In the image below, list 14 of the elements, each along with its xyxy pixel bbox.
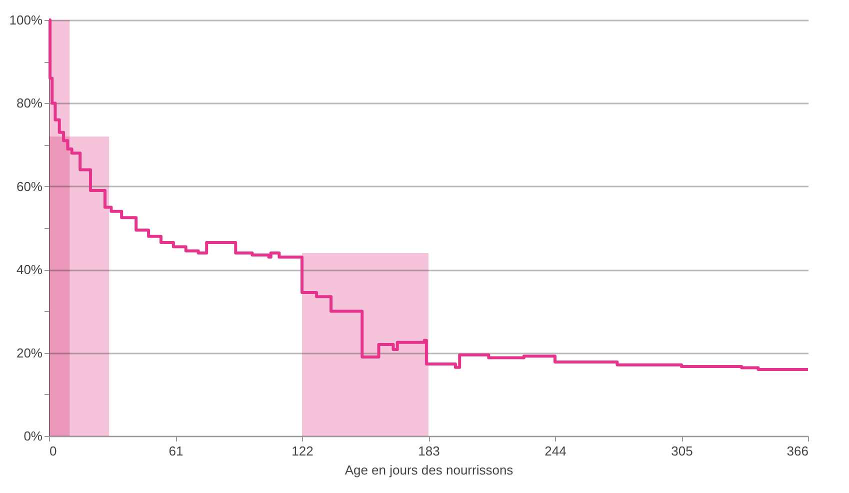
x-tick-label: 122 bbox=[292, 444, 314, 458]
y-tick-label: 40% bbox=[16, 262, 43, 278]
x-tick-label: 0 bbox=[50, 444, 57, 458]
y-tick-label: 0% bbox=[24, 428, 43, 444]
x-tick-label: 305 bbox=[671, 444, 693, 458]
x-tick-label: 183 bbox=[418, 444, 440, 458]
x-tick-label: 366 bbox=[786, 444, 808, 458]
y-tick-label: 60% bbox=[16, 178, 43, 194]
x-tick-label: 61 bbox=[168, 444, 184, 458]
x-tick-label: 244 bbox=[544, 444, 566, 458]
x-axis-title: Age en jours des nourrissons bbox=[344, 462, 514, 478]
y-tick-label: 20% bbox=[16, 345, 43, 360]
y-tick-label: 100% bbox=[9, 12, 43, 28]
y-tick-label: 80% bbox=[16, 96, 43, 111]
